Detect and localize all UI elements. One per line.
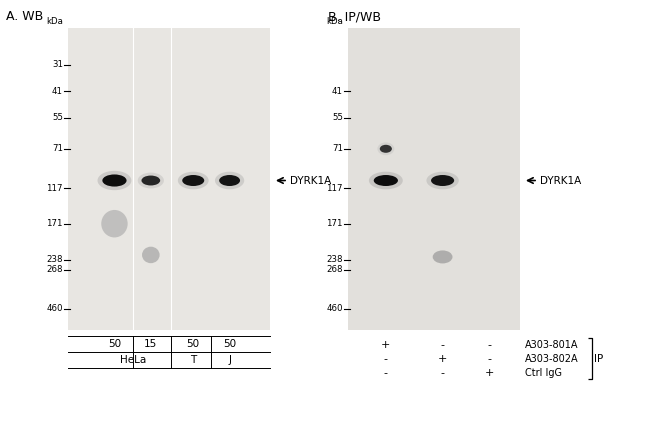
Text: 171: 171 bbox=[47, 219, 63, 228]
Text: 171: 171 bbox=[326, 219, 343, 228]
Ellipse shape bbox=[102, 174, 127, 187]
Text: 117: 117 bbox=[47, 184, 63, 192]
Ellipse shape bbox=[138, 173, 164, 188]
Ellipse shape bbox=[426, 172, 459, 190]
Text: Ctrl IgG: Ctrl IgG bbox=[525, 368, 562, 378]
Text: 117: 117 bbox=[326, 184, 343, 192]
Text: 268: 268 bbox=[47, 265, 63, 274]
Text: A303-801A: A303-801A bbox=[525, 340, 578, 350]
Bar bbox=[348, 28, 520, 330]
Text: 15: 15 bbox=[144, 339, 157, 349]
Ellipse shape bbox=[431, 175, 454, 186]
Text: DYRK1A: DYRK1A bbox=[540, 176, 581, 186]
Ellipse shape bbox=[182, 175, 204, 186]
Text: 50: 50 bbox=[223, 339, 236, 349]
Ellipse shape bbox=[380, 145, 392, 153]
Text: A303-802A: A303-802A bbox=[525, 354, 578, 364]
Text: -: - bbox=[441, 368, 445, 378]
Ellipse shape bbox=[219, 175, 240, 186]
Ellipse shape bbox=[369, 172, 403, 190]
Text: 50: 50 bbox=[187, 339, 200, 349]
Ellipse shape bbox=[98, 171, 131, 190]
Text: -: - bbox=[384, 368, 388, 378]
Text: 71: 71 bbox=[52, 144, 63, 153]
Text: -: - bbox=[441, 340, 445, 350]
Text: 31: 31 bbox=[52, 60, 63, 69]
Text: 41: 41 bbox=[52, 87, 63, 96]
Text: 50: 50 bbox=[108, 339, 121, 349]
Ellipse shape bbox=[374, 175, 398, 186]
Text: 55: 55 bbox=[332, 113, 343, 123]
Ellipse shape bbox=[142, 247, 160, 263]
Text: 268: 268 bbox=[326, 265, 343, 274]
Text: 460: 460 bbox=[326, 305, 343, 313]
Text: T: T bbox=[190, 355, 196, 365]
Text: kDa: kDa bbox=[46, 17, 63, 26]
Text: HeLa: HeLa bbox=[120, 355, 146, 365]
Text: 238: 238 bbox=[47, 255, 63, 264]
Text: 71: 71 bbox=[332, 144, 343, 153]
Text: 238: 238 bbox=[326, 255, 343, 264]
Ellipse shape bbox=[101, 210, 127, 237]
Text: +: + bbox=[438, 354, 447, 364]
Ellipse shape bbox=[142, 176, 160, 185]
Text: +: + bbox=[381, 340, 391, 350]
Ellipse shape bbox=[378, 143, 395, 155]
Text: DYRK1A: DYRK1A bbox=[290, 176, 332, 186]
Text: 460: 460 bbox=[47, 305, 63, 313]
Text: +: + bbox=[484, 368, 494, 378]
Text: IP: IP bbox=[594, 354, 603, 364]
Text: 55: 55 bbox=[52, 113, 63, 123]
Text: A. WB: A. WB bbox=[6, 10, 44, 23]
Text: -: - bbox=[384, 354, 388, 364]
Text: J: J bbox=[228, 355, 231, 365]
Ellipse shape bbox=[178, 172, 209, 190]
Bar bbox=[68, 28, 270, 330]
Text: B. IP/WB: B. IP/WB bbox=[328, 10, 381, 23]
Text: 41: 41 bbox=[332, 87, 343, 96]
Text: -: - bbox=[487, 340, 491, 350]
Text: -: - bbox=[487, 354, 491, 364]
Text: kDa: kDa bbox=[326, 17, 343, 26]
Ellipse shape bbox=[433, 250, 452, 264]
Ellipse shape bbox=[215, 172, 244, 190]
